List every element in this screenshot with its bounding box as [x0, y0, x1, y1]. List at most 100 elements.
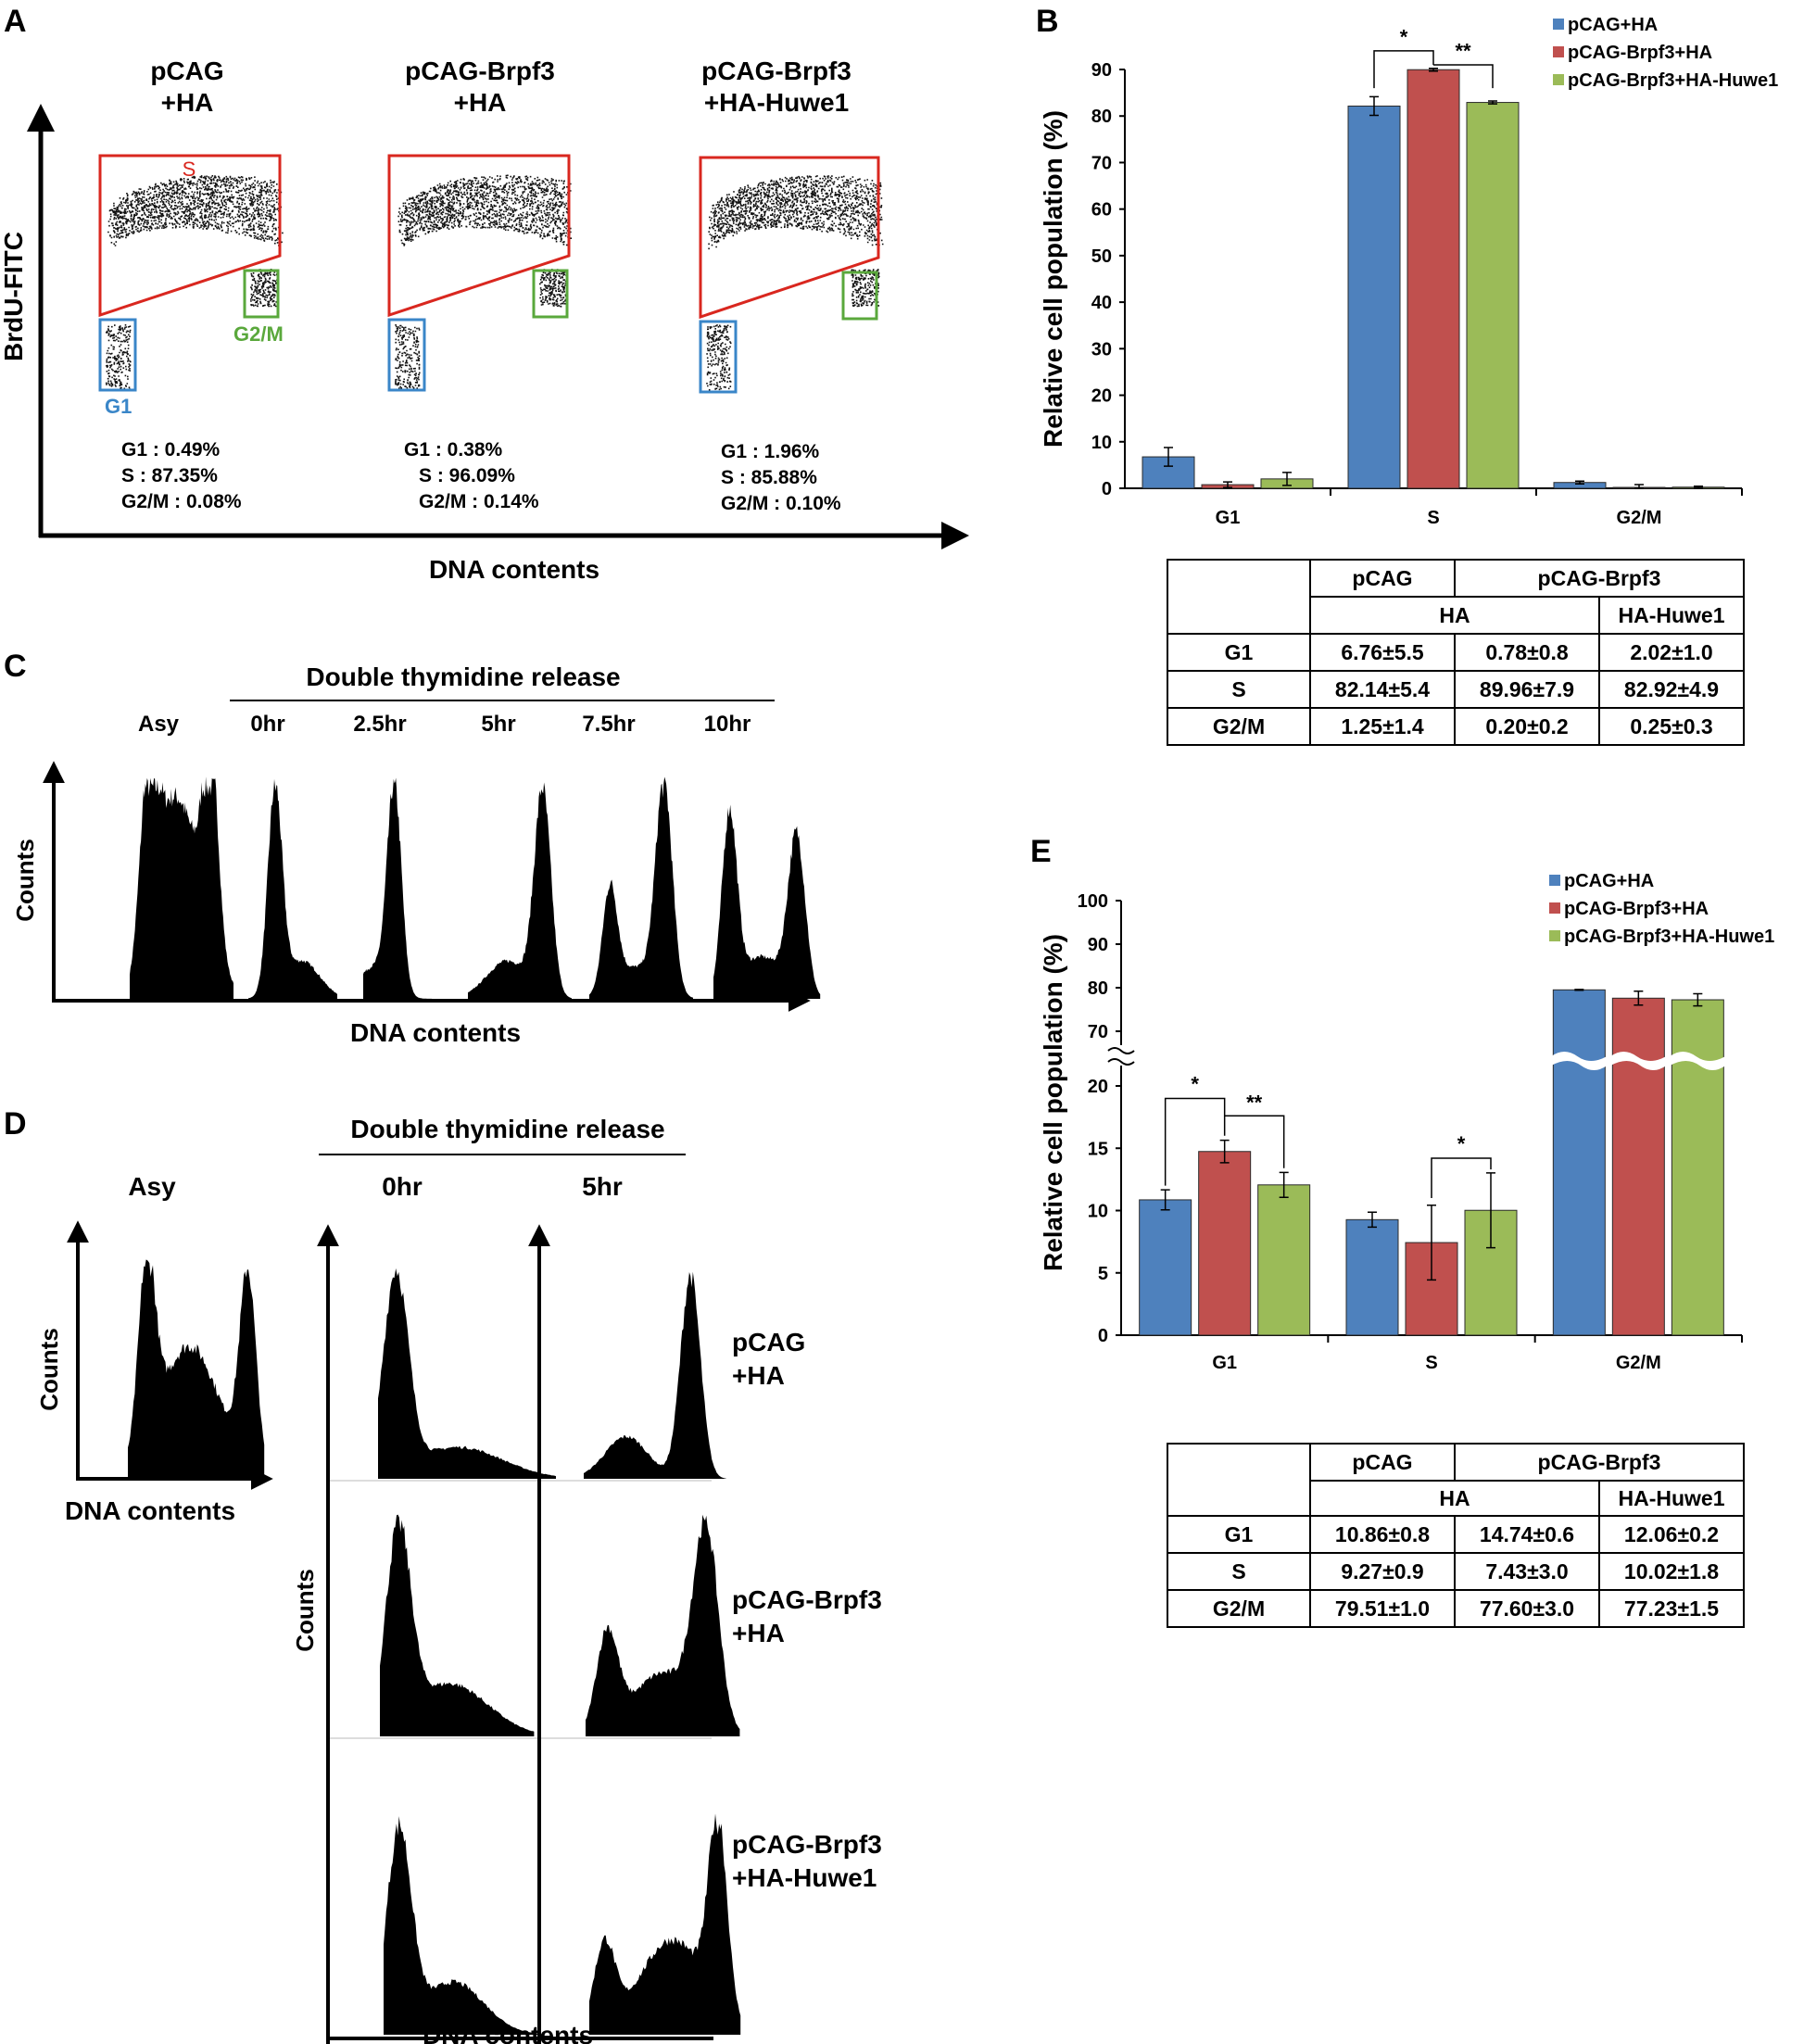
table-b: pCAG pCAG-Brpf3 HA HA-Huwe1 G1 6.76±5.5 …	[1167, 559, 1745, 746]
e-y-tick-label: 10	[1088, 1202, 1108, 1222]
a-plot1-g2m-gate	[243, 269, 280, 319]
d-histogram-asy	[128, 1259, 265, 1477]
e-y-tick-label: 90	[1088, 935, 1108, 955]
scatter-points	[106, 175, 284, 391]
e-significance-bracket	[1431, 1157, 1492, 1199]
a-plot2-stat-g1: G1 : 0.38%	[404, 439, 503, 461]
table-e-row-label: S	[1167, 1552, 1311, 1591]
b-legend-label: pCAG-Brpf3+HA	[1568, 43, 1712, 63]
a-plot3-stat-g2m: G2/M : 0.10%	[721, 493, 841, 514]
d-release-label: Double thymidine release	[350, 1115, 664, 1143]
table-cell: 2.02±1.0	[1598, 633, 1745, 672]
panel-letter-e: E	[1030, 834, 1052, 869]
d-asy-x-axis-label: DNA contents	[65, 1496, 235, 1525]
d-row1-label-line2: +HA	[732, 1361, 785, 1390]
d-col-5hr: 5hr	[582, 1172, 623, 1201]
b-bar-pcag-ha	[1347, 105, 1401, 489]
a-y-axis-label: BrdU-FITC	[0, 232, 28, 361]
e-bar-pcag-brpf3-ha	[1611, 997, 1665, 1336]
c-x-axis-label: DNA contents	[350, 1018, 521, 1047]
b-y-axis-label: Relative cell population (%)	[1039, 110, 1067, 448]
e-significance-label: **	[1246, 1091, 1263, 1115]
table-cell: 10.02±1.8	[1598, 1552, 1745, 1591]
c-timepoint-7-5hr: 7.5hr	[582, 712, 635, 737]
e-bar-pcag-ha	[1345, 1218, 1399, 1336]
e-error-bar	[1279, 1171, 1289, 1198]
b-y-tick-label: 40	[1091, 293, 1112, 313]
c-timepoint-asy: Asy	[138, 712, 180, 737]
e-y-tick-label: 100	[1078, 891, 1108, 912]
table-cell: 82.92±4.9	[1598, 670, 1745, 709]
panel-letter-c: C	[4, 649, 27, 684]
b-y-tick-label: 60	[1091, 200, 1112, 221]
a-plot2-s-gate	[387, 154, 571, 318]
panel-letter-b: B	[1036, 4, 1059, 39]
c-timepoint-10hr: 10hr	[704, 712, 751, 737]
a-plot1-stat-g2m: G2/M : 0.08%	[121, 491, 242, 512]
table-e-header-pcag: pCAG	[1309, 1443, 1456, 1482]
d-row3-label-line1: pCAG-Brpf3	[732, 1830, 882, 1859]
c-histogram-7-5hr	[589, 776, 693, 999]
b-error-bar	[1694, 485, 1703, 489]
e-bar-pcag-ha	[1552, 989, 1606, 1336]
a-plot2-g2m-gate	[532, 269, 569, 319]
e-bar-pcag-brpf3-ha	[1198, 1151, 1252, 1336]
e-legend-swatch	[1549, 930, 1560, 941]
b-legend-swatch	[1553, 46, 1564, 57]
panel-e: E 0 5 10 15 20 70 80 90 100 Relative cell populat…	[1030, 834, 1774, 1373]
d-asy-y-axis-label: Counts	[35, 1328, 63, 1411]
a-plot1-s-gate-label: S	[183, 158, 196, 181]
e-y-tick-label: 5	[1098, 1264, 1108, 1284]
e-bar-pcag-brpf3-ha	[1405, 1242, 1458, 1336]
c-histogram-0hr	[248, 778, 337, 999]
table-b-header-ha-huwe1: HA-Huwe1	[1598, 596, 1745, 635]
a-plot3-stat-s: S : 85.88%	[721, 467, 817, 488]
b-error-bar	[1488, 100, 1497, 105]
table-b-header-pcag-brpf3: pCAG-Brpf3	[1454, 559, 1745, 598]
a-plot1-g2m-gate-label: G2/M	[233, 322, 284, 346]
a-plot2-title-line2: +HA	[454, 88, 507, 117]
e-legend-swatch	[1549, 875, 1560, 886]
panel-c: C Double thymidine release Asy 0hr 2.5hr…	[4, 649, 821, 1047]
b-y-tick-label: 0	[1102, 479, 1112, 499]
table-e-header-ha: HA	[1309, 1480, 1600, 1517]
table-b-header-row: pCAG pCAG-Brpf3	[1167, 559, 1745, 635]
e-bar-break	[1610, 1052, 1667, 1070]
b-legend-label: pCAG+HA	[1568, 15, 1658, 35]
e-error-bar	[1693, 992, 1703, 1007]
a-plot1-scatter	[106, 175, 284, 391]
table-cell: 77.60±3.0	[1454, 1589, 1600, 1628]
a-plot3-title-line1: pCAG-Brpf3	[701, 57, 852, 85]
table-cell: 9.27±0.9	[1309, 1552, 1456, 1591]
b-y-tick-label: 50	[1091, 246, 1112, 267]
e-significance-bracket	[1224, 1115, 1285, 1168]
a-plot1-g1-gate	[98, 318, 137, 392]
b-significance-bracket	[1373, 50, 1434, 89]
a-plot-brpf3-ha: pCAG-Brpf3 +HA G1 : 0.38% S : 96.09% G2/…	[387, 57, 573, 512]
e-legend-label: pCAG+HA	[1564, 871, 1654, 891]
a-plot3-s-gate	[699, 156, 880, 320]
b-y-tick-label: 80	[1091, 107, 1112, 127]
b-x-tick-label: S	[1427, 508, 1439, 528]
c-histogram-2-5hr	[363, 777, 452, 999]
e-error-bar	[1219, 1139, 1230, 1164]
d-asy-label: Asy	[128, 1172, 176, 1201]
d-histogram-huwe1-5hr	[589, 1813, 741, 2035]
table-cell: 82.14±5.4	[1309, 670, 1456, 709]
e-legend-label: pCAG-Brpf3+HA	[1564, 899, 1709, 919]
e-x-tick-label: G1	[1212, 1353, 1237, 1373]
d-grid-y-axis-label: Counts	[291, 1569, 319, 1652]
table-b-header-ha: HA	[1309, 596, 1600, 635]
table-cell: 10.86±0.8	[1309, 1515, 1456, 1554]
b-y-tick-label: 90	[1091, 60, 1112, 81]
e-y-tick-label: 80	[1088, 978, 1108, 999]
b-y-tick-label: 30	[1091, 339, 1112, 360]
e-bar-break	[1551, 1052, 1608, 1070]
table-cell: 0.20±0.2	[1454, 707, 1600, 746]
table-cell: 0.78±0.8	[1454, 633, 1600, 672]
b-significance-bracket	[1433, 64, 1494, 89]
d-row1-label-line1: pCAG	[732, 1328, 805, 1356]
panel-letter-a: A	[4, 4, 27, 39]
table-e-header-pcag-brpf3: pCAG-Brpf3	[1454, 1443, 1745, 1482]
